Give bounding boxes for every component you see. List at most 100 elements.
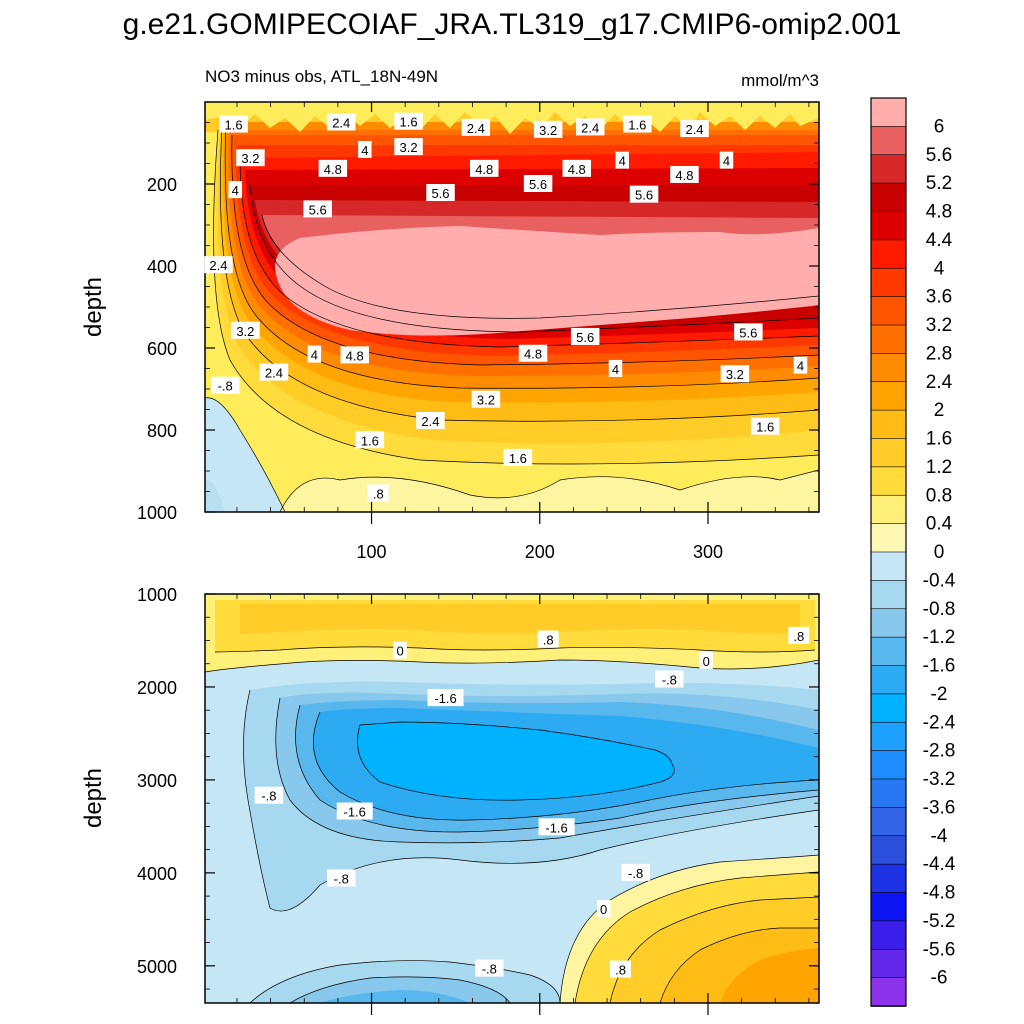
colorbar-swatch [870, 863, 907, 894]
contour-label: 3.2 [394, 138, 423, 156]
svg-text:2.4: 2.4 [581, 120, 599, 135]
colorbar-swatch [870, 835, 907, 865]
colorbar-label: -2 [931, 684, 948, 705]
colorbar-label: 3.2 [926, 315, 952, 336]
colorbar-label: 2.8 [926, 343, 952, 364]
contour-label: 4 [358, 140, 372, 158]
contour-label: .8 [788, 626, 810, 644]
lower-plot-frame [204, 593, 820, 1004]
svg-text:-.8: -.8 [218, 379, 233, 394]
svg-text:5.6: 5.6 [431, 186, 449, 201]
y-tick-label: 400 [147, 257, 177, 277]
contour-label: -.8 [621, 863, 650, 881]
svg-text:2.4: 2.4 [467, 121, 485, 136]
svg-text:3.2: 3.2 [241, 151, 259, 166]
svg-text:1.6: 1.6 [756, 420, 774, 435]
contour-label: 3.2 [471, 390, 501, 408]
svg-text:-.8: -.8 [334, 871, 349, 886]
svg-text:4: 4 [797, 359, 804, 374]
contour-label: 1.6 [750, 417, 780, 435]
lower-contour-labels: .8 .8 0 0 -.8 -1.6 -.8 -1.6 -1.6 -.8 -.8 0 -.8 .8 [254, 626, 810, 978]
colorbar-swatch [870, 948, 907, 979]
colorbar-swatch [870, 892, 907, 922]
contour-label: 2.4 [461, 118, 491, 136]
svg-text:0: 0 [600, 902, 607, 917]
y-tick-label: 1000 [137, 585, 177, 605]
svg-text:-.8: -.8 [628, 866, 643, 881]
svg-text:-.8: -.8 [662, 673, 677, 688]
contour-label: 2.4 [259, 363, 289, 381]
colorbar-swatch [870, 154, 907, 184]
contour-label: 2.4 [204, 256, 233, 274]
colorbar-label: -4.8 [923, 883, 956, 904]
contour-label: 1.6 [219, 115, 248, 133]
colorbar-label: 5.2 [926, 173, 952, 194]
upper-contour-labels: 1.6 2.4 1.6 2.4 3.2 2.4 1.6 2.43.24 3.24.8 4.85.6… [204, 112, 808, 502]
svg-text:2.4: 2.4 [332, 116, 350, 131]
colorbar-label: -5.6 [923, 939, 956, 960]
svg-text:4.8: 4.8 [475, 162, 493, 177]
contour-label: 2.4 [327, 113, 356, 131]
colorbar-label: 0.8 [926, 485, 952, 506]
contour-label: 3.2 [720, 365, 750, 383]
x-tick-label: 200 [525, 542, 555, 562]
y-tick-label: 5000 [137, 957, 177, 977]
svg-text:-1.6: -1.6 [344, 805, 366, 820]
contour-label: 2.4 [575, 118, 605, 136]
colorbar-swatch [870, 353, 907, 383]
contour-label: 2.4 [416, 411, 445, 429]
svg-text:3.2: 3.2 [236, 324, 254, 339]
upper-axis-ticks: 200 400 600 800 1000 100 200 300 [137, 101, 819, 562]
contour-label: 1.6 [394, 112, 423, 130]
contour-label: -.8 [327, 869, 356, 887]
colorbar-label: 0.4 [926, 514, 953, 535]
contour-label: 4.8 [670, 165, 699, 183]
colorbar-swatch [870, 381, 907, 411]
colorbar-label: 4.8 [926, 202, 952, 223]
contour-label: 0 [596, 900, 611, 918]
colorbar-swatch [870, 296, 907, 326]
svg-text:1.6: 1.6 [225, 118, 243, 133]
colorbar-swatch [870, 211, 907, 241]
colorbar-label: -6 [931, 968, 948, 989]
colorbar-label: -5.2 [923, 911, 956, 932]
y-tick-label: 4000 [137, 864, 177, 884]
contour-label: 4.8 [469, 159, 499, 177]
svg-text:4: 4 [311, 348, 318, 363]
svg-text:1.6: 1.6 [400, 115, 418, 130]
colorbar-label: -1.6 [923, 656, 956, 677]
upper-contour-fill [205, 102, 819, 512]
contour-label: .8 [610, 960, 632, 978]
svg-text:4.8: 4.8 [324, 162, 342, 177]
colorbar-swatch [870, 750, 907, 780]
contour-label: 4.8 [562, 159, 592, 177]
colorbar-swatch [870, 267, 907, 298]
svg-text:.8: .8 [373, 487, 384, 502]
upper-panel: 200 400 600 800 1000 100 200 300 1.6 2.4 1.6 2.4 3.… [80, 67, 820, 562]
colorbar-swatch [870, 97, 907, 128]
colorbar-swatch [870, 693, 907, 724]
svg-text:3.2: 3.2 [477, 393, 495, 408]
lower-contour-fill [205, 594, 819, 1003]
colorbar-swatch [870, 239, 907, 270]
lower-panel: 1000 2000 3000 4000 5000 .8 .8 0 0 -.8 -1.6 -.8 -1.… [80, 585, 820, 1015]
svg-text:4: 4 [619, 154, 626, 169]
colorbar-swatch [870, 126, 907, 156]
svg-text:-1.6: -1.6 [434, 691, 456, 706]
colorbar-label: -0.4 [923, 570, 956, 591]
svg-text:2.4: 2.4 [421, 414, 439, 429]
colorbar-swatch [870, 920, 907, 951]
contour-label: 0 [699, 651, 714, 669]
svg-text:4.8: 4.8 [346, 348, 364, 363]
svg-text:5.6: 5.6 [635, 188, 653, 203]
contour-label: 1.6 [355, 431, 385, 449]
contour-label: 3.2 [236, 149, 265, 167]
y-tick-label: 600 [147, 339, 177, 359]
colorbar-swatch [870, 182, 907, 213]
svg-text:.8: .8 [615, 963, 626, 978]
contour-label: 4 [307, 345, 322, 363]
colorbar-label: -2.8 [923, 741, 956, 762]
contour-label: 3.2 [231, 321, 260, 339]
x-tick-label: 100 [357, 542, 387, 562]
svg-text:3.2: 3.2 [400, 140, 418, 155]
